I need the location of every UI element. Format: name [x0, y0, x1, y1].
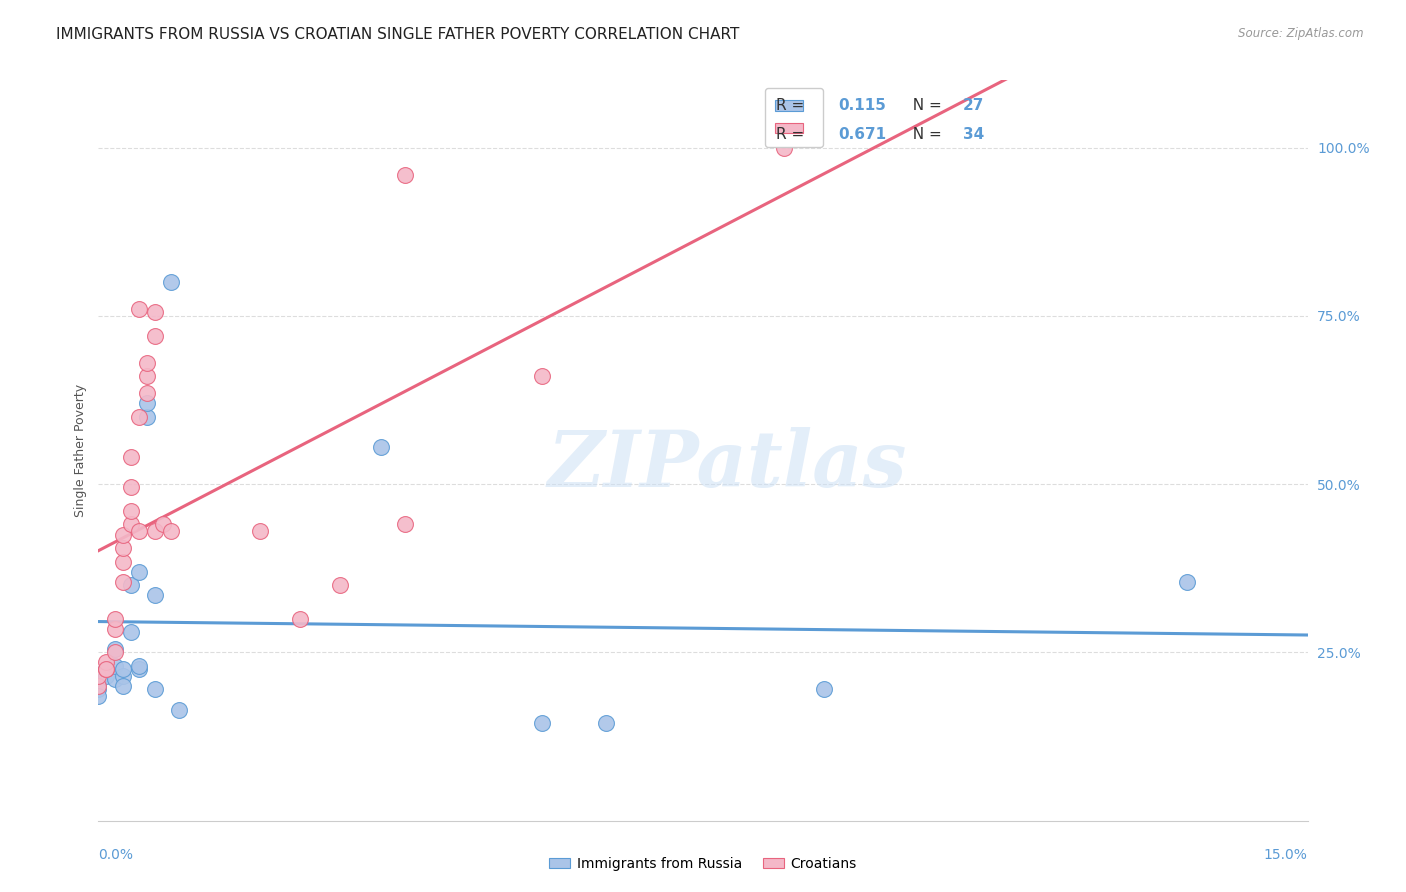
Point: [135, 409, 157, 424]
Point: [111, 679, 134, 693]
Point: [96, 669, 118, 683]
Point: [111, 662, 134, 676]
Point: [143, 329, 166, 343]
Point: [128, 662, 150, 676]
Legend: , : ,: [765, 88, 823, 147]
Point: [87, 679, 110, 693]
Text: N =: N =: [903, 128, 946, 143]
Point: [128, 565, 150, 579]
Point: [128, 409, 150, 424]
Point: [135, 369, 157, 384]
Point: [103, 645, 125, 659]
Point: [120, 578, 142, 592]
Point: [135, 356, 157, 370]
Point: [595, 716, 617, 731]
Point: [135, 396, 157, 410]
Point: [160, 524, 183, 539]
Point: [143, 305, 166, 319]
Point: [96, 662, 118, 676]
Text: 0.671: 0.671: [838, 128, 887, 143]
Point: [143, 682, 166, 697]
Point: [87, 689, 110, 703]
Point: [111, 541, 134, 555]
Point: [530, 369, 553, 384]
Point: [120, 504, 142, 518]
Text: 0.115: 0.115: [838, 98, 886, 113]
Point: [530, 716, 553, 731]
Point: [1175, 574, 1198, 589]
Text: 0.0%: 0.0%: [98, 847, 134, 862]
Point: [87, 669, 110, 683]
Point: [160, 275, 183, 289]
Point: [87, 682, 110, 697]
Point: [103, 673, 125, 687]
Point: [111, 574, 134, 589]
Point: [87, 675, 110, 690]
Point: [288, 612, 311, 626]
Point: [111, 527, 134, 541]
Point: [152, 517, 174, 532]
Point: [111, 555, 134, 569]
Text: Source: ZipAtlas.com: Source: ZipAtlas.com: [1239, 27, 1364, 40]
Text: R =: R =: [776, 128, 808, 143]
Point: [128, 302, 150, 317]
Point: [103, 612, 125, 626]
Point: [135, 386, 157, 401]
Text: 15.0%: 15.0%: [1264, 847, 1308, 862]
Point: [370, 440, 392, 454]
Text: N =: N =: [903, 98, 946, 113]
Point: [120, 625, 142, 640]
Point: [128, 524, 150, 539]
Point: [120, 517, 142, 532]
Point: [128, 658, 150, 673]
Legend: Immigrants from Russia, Croatians: Immigrants from Russia, Croatians: [544, 851, 862, 876]
Point: [103, 622, 125, 636]
Point: [249, 524, 271, 539]
Text: R =: R =: [776, 98, 808, 113]
Point: [111, 669, 134, 683]
Point: [143, 588, 166, 602]
Point: [96, 662, 118, 676]
Point: [96, 662, 118, 676]
Point: [329, 578, 352, 592]
Point: [120, 450, 142, 465]
Point: [120, 481, 142, 495]
Point: [103, 658, 125, 673]
Text: 34: 34: [963, 128, 984, 143]
Text: IMMIGRANTS FROM RUSSIA VS CROATIAN SINGLE FATHER POVERTY CORRELATION CHART: IMMIGRANTS FROM RUSSIA VS CROATIAN SINGL…: [56, 27, 740, 42]
Point: [394, 168, 416, 182]
Point: [167, 703, 190, 717]
Point: [103, 642, 125, 657]
Point: [143, 524, 166, 539]
Point: [813, 682, 835, 697]
Point: [394, 517, 416, 532]
Text: 27: 27: [963, 98, 984, 113]
Text: ZIPatlas: ZIPatlas: [547, 427, 907, 503]
Point: [96, 656, 118, 670]
Y-axis label: Single Father Poverty: Single Father Poverty: [75, 384, 87, 517]
Point: [772, 140, 794, 154]
